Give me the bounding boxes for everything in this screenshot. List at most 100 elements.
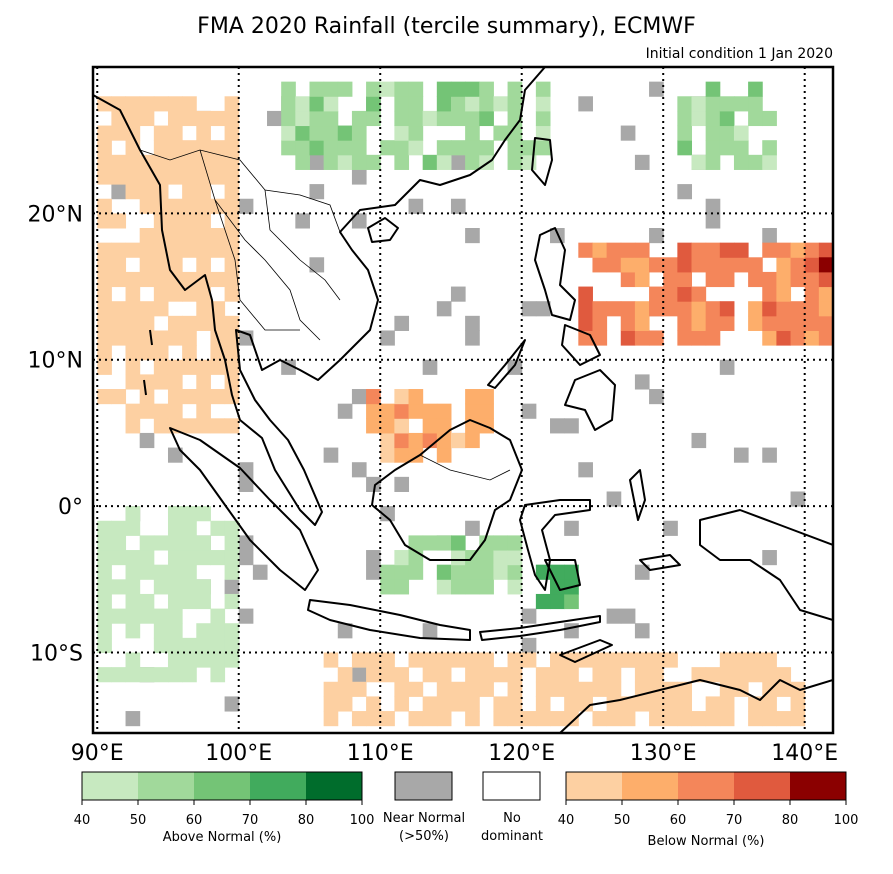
cell-below-normal [790,711,806,727]
cell-above-normal [507,125,523,141]
cell-above-normal [748,96,763,112]
cell-below-normal [465,667,480,683]
cell-below-normal [818,315,833,331]
cell-below-normal [776,257,792,273]
cell-below-normal [804,242,820,258]
cell-near-normal [394,315,410,331]
cell-above-normal [196,506,211,522]
cell-above-normal [139,608,155,624]
cell-below-normal [196,301,211,317]
cell-near-normal [450,286,466,302]
cell-above-normal [224,652,240,668]
cell-below-normal [776,667,792,683]
cell-above-normal [125,550,141,566]
cell-above-normal [762,110,777,127]
cell-near-normal [380,330,395,346]
cell-above-normal [705,154,721,170]
cell-below-normal [465,696,480,712]
cell-above-normal [182,535,197,551]
cell-above-normal [210,667,226,683]
cell-below-normal [366,667,381,683]
cell-below-normal [748,271,763,288]
cell-near-normal [450,154,466,170]
cell-below-normal [153,403,169,419]
cell-below-normal [606,696,622,712]
cell-below-normal [153,345,169,361]
cell-above-normal [535,140,551,156]
cell-below-normal [620,330,636,346]
cell-above-normal [196,637,211,653]
cell-below-normal [125,330,141,346]
cell-below-normal [351,711,367,727]
cell-below-normal [776,242,792,258]
cell-above-normal [535,593,551,610]
cell-below-normal [196,359,211,375]
cell-near-normal [366,476,381,492]
cell-below-normal [422,652,438,668]
cell-below-normal [408,681,424,697]
cell-below-normal [196,169,211,185]
cell-below-normal [465,403,480,419]
legend-tick-label: 70 [242,813,259,828]
cell-below-normal [224,140,240,156]
cell-below-normal [790,301,806,317]
cell-below-normal [719,667,735,683]
cell-above-normal [224,535,240,551]
cell-below-normal [719,652,735,668]
cell-above-normal [493,550,509,566]
cell-below-normal [592,667,608,683]
cell-above-normal [309,110,325,127]
cell-near-normal [691,432,707,449]
cell-near-normal [705,213,721,229]
cell-above-normal [153,667,169,683]
cell-below-normal [691,330,707,346]
cell-above-normal [493,564,509,580]
cell-below-normal [719,711,735,727]
cell-above-normal [182,593,197,610]
cell-below-normal [776,301,792,317]
cell-above-normal [153,637,169,653]
cell-below-normal [663,301,678,317]
cell-below-normal [224,374,240,390]
cell-below-normal [578,315,593,331]
cell-below-normal [733,667,749,683]
cell-below-normal [139,403,155,419]
cell-above-normal [465,564,480,580]
cell-below-normal [394,696,410,712]
cell-below-normal [182,315,197,331]
cell-below-normal [153,257,169,273]
cell-below-normal [493,696,509,712]
cell-near-normal [408,198,424,214]
cell-below-normal [182,110,197,127]
cell-below-normal [167,315,183,331]
cell-below-normal [125,169,141,185]
cell-above-normal [507,96,523,112]
cell-below-normal [224,345,240,361]
cell-above-normal [182,564,197,580]
cell-above-normal [210,637,226,653]
cell-above-normal [139,667,155,683]
no-dominant-label-2: dominant [481,829,543,844]
cell-near-normal [649,81,664,97]
cell-above-normal [705,96,721,112]
cell-below-normal [634,315,650,331]
cell-below-normal [691,286,707,302]
cell-below-normal [493,711,509,727]
cell-below-normal [663,711,678,727]
cell-below-normal [422,696,438,712]
cell-above-normal [295,154,310,170]
cell-below-normal [210,140,226,156]
cell-above-normal [380,81,395,97]
cell-below-normal [196,286,211,302]
cell-above-normal [281,96,296,112]
cell-below-normal [182,242,197,258]
cell-below-normal [762,652,777,668]
cell-near-normal [465,315,480,331]
cell-near-normal [521,637,537,653]
cell-above-normal [450,110,466,127]
cell-below-normal [634,667,650,683]
cell-below-normal [182,169,197,185]
cell-near-normal [167,447,183,463]
cell-below-normal [818,301,833,317]
cell-above-normal [182,506,197,522]
